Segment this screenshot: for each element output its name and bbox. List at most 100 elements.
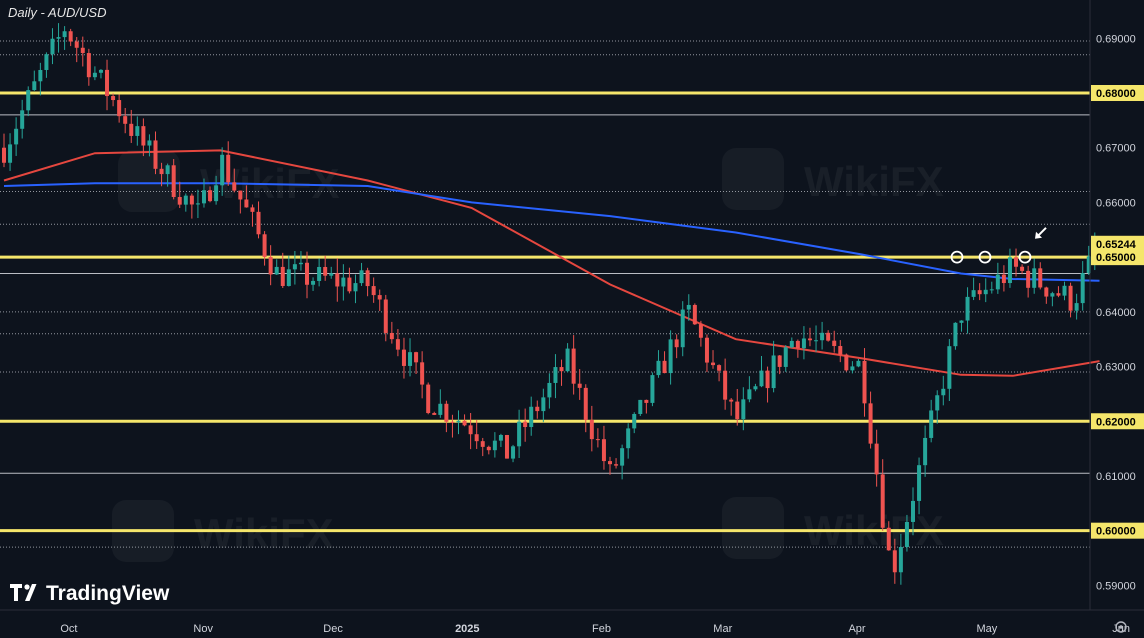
candle-body bbox=[959, 320, 964, 323]
candle-body bbox=[911, 500, 915, 522]
price-tick-label: 0.67000 bbox=[1096, 143, 1136, 155]
candle-body bbox=[565, 348, 570, 372]
candle-body bbox=[601, 439, 606, 462]
candle-body bbox=[1056, 293, 1061, 296]
candle-body bbox=[711, 362, 716, 366]
candle-body bbox=[492, 440, 497, 451]
watermark-text: WikiFX bbox=[194, 510, 334, 557]
candle-body bbox=[201, 190, 206, 204]
candle-body bbox=[195, 203, 200, 205]
time-tick-label: Feb bbox=[592, 623, 611, 635]
candle-body bbox=[486, 446, 491, 451]
time-tick-label: Oct bbox=[60, 623, 77, 635]
highlight-markers bbox=[950, 227, 1047, 264]
key-level-price-tag bbox=[1091, 85, 1144, 102]
candle-body bbox=[8, 144, 13, 163]
candle-body bbox=[844, 354, 849, 371]
candle-body bbox=[474, 434, 479, 442]
candle-body bbox=[389, 332, 394, 340]
candle-body bbox=[608, 461, 612, 465]
candle-body bbox=[935, 395, 940, 411]
watermark-badge bbox=[722, 148, 784, 210]
candle-body bbox=[286, 269, 291, 286]
candle-body bbox=[317, 266, 322, 281]
candle-body bbox=[638, 399, 643, 414]
candle-body bbox=[105, 69, 110, 97]
candle-body bbox=[995, 274, 1000, 290]
price-tick-label: 0.66000 bbox=[1096, 197, 1136, 209]
candle-body bbox=[280, 266, 285, 286]
candle-body bbox=[898, 547, 903, 573]
candle-body bbox=[38, 69, 43, 82]
candle-body bbox=[892, 550, 897, 573]
candle-body bbox=[1044, 287, 1049, 297]
candle-body bbox=[62, 31, 67, 38]
tradingview-logo-icon bbox=[10, 584, 37, 601]
candle-body bbox=[183, 195, 188, 205]
candle-body bbox=[826, 332, 831, 341]
candle-body bbox=[335, 273, 340, 287]
candle-body bbox=[583, 387, 588, 420]
price-tick-label: 0.69000 bbox=[1096, 33, 1136, 45]
price-tick-label: 0.63000 bbox=[1096, 362, 1136, 374]
candle-body bbox=[511, 446, 516, 459]
candle-body bbox=[20, 110, 25, 129]
candle-body bbox=[929, 410, 934, 438]
candle-body bbox=[401, 349, 406, 366]
highlight-circle bbox=[950, 250, 964, 264]
candle-body bbox=[480, 441, 485, 447]
time-tick-label: May bbox=[977, 623, 998, 635]
candle-body bbox=[414, 352, 419, 363]
candle-body bbox=[359, 270, 364, 284]
candle-body bbox=[704, 337, 709, 363]
candle-body bbox=[759, 370, 764, 387]
candle-body bbox=[977, 290, 982, 295]
candle-body bbox=[941, 388, 946, 396]
candle-body bbox=[644, 399, 649, 403]
candle-body bbox=[341, 277, 346, 287]
candle-body bbox=[1050, 293, 1055, 297]
candle-body bbox=[595, 439, 600, 441]
candle-body bbox=[832, 340, 837, 347]
candle-body bbox=[1080, 273, 1085, 304]
price-tick-label: 0.61000 bbox=[1096, 471, 1136, 483]
candle-body bbox=[498, 434, 503, 441]
candle-body bbox=[438, 403, 443, 415]
candle-body bbox=[395, 339, 400, 350]
candle-body bbox=[353, 283, 358, 292]
candle-body bbox=[135, 126, 140, 136]
candle-body bbox=[983, 289, 988, 295]
key-level-price-tag bbox=[1091, 522, 1144, 539]
candle-body bbox=[535, 406, 540, 412]
watermark-badge bbox=[722, 497, 784, 559]
candle-body bbox=[311, 280, 316, 285]
candle-body bbox=[298, 262, 303, 265]
candle-body bbox=[529, 406, 534, 428]
candle-body bbox=[432, 413, 437, 415]
candle-body bbox=[783, 347, 788, 367]
candle-body bbox=[632, 413, 637, 429]
candle-body bbox=[971, 290, 976, 297]
candle-body bbox=[232, 182, 237, 191]
candle-body bbox=[1014, 257, 1019, 267]
candle-body bbox=[656, 360, 661, 376]
key-level-price-label: 0.68000 bbox=[1096, 88, 1136, 100]
candle-body bbox=[32, 81, 37, 91]
settings-gear-icon[interactable] bbox=[1115, 621, 1127, 633]
candle-body bbox=[1038, 268, 1043, 288]
key-level-price-tag bbox=[1091, 413, 1144, 430]
moving-averages bbox=[3, 149, 1100, 377]
candle-body bbox=[98, 69, 103, 73]
candle-body bbox=[923, 437, 928, 466]
candle-body bbox=[462, 420, 467, 426]
candle-body bbox=[795, 340, 800, 349]
candle-body bbox=[777, 355, 782, 367]
pointer-arrowhead bbox=[1035, 231, 1042, 239]
candle-body bbox=[220, 154, 225, 186]
candle-body bbox=[50, 38, 55, 55]
candle-body bbox=[323, 266, 328, 276]
candle-body bbox=[80, 47, 85, 54]
time-tick-label: 2025 bbox=[455, 623, 479, 635]
key-level-price-label: 0.60000 bbox=[1096, 526, 1136, 538]
candle-body bbox=[74, 41, 79, 48]
